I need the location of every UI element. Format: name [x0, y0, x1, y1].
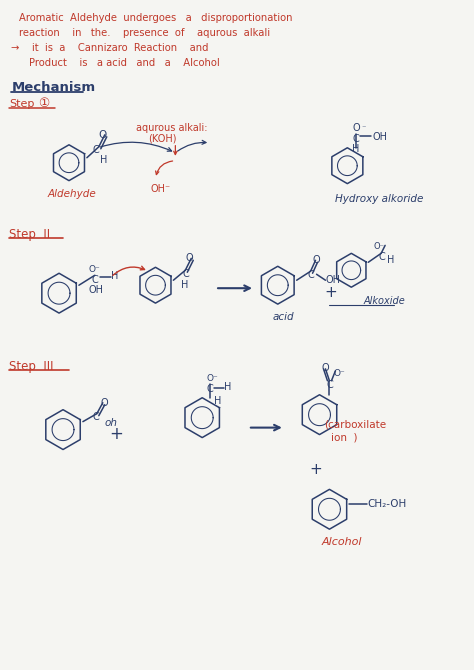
Text: (KOH): (KOH) — [148, 134, 177, 144]
Text: O: O — [321, 363, 329, 373]
Text: aqurous alkali:: aqurous alkali: — [136, 123, 207, 133]
Text: C: C — [308, 270, 314, 280]
Text: H: H — [182, 280, 189, 290]
Text: →    it  is  a    Cannizaro  Reaction    and: → it is a Cannizaro Reaction and — [11, 43, 209, 53]
Text: C: C — [93, 411, 100, 421]
Text: O: O — [312, 255, 320, 265]
Text: +: + — [109, 425, 123, 443]
Text: H: H — [111, 271, 118, 281]
Text: Hydroxy alkoride: Hydroxy alkoride — [336, 194, 424, 204]
Text: OH⁻: OH⁻ — [151, 184, 171, 194]
Text: O: O — [101, 398, 109, 408]
Text: Alkoxide: Alkoxide — [363, 296, 405, 306]
Text: O⁻: O⁻ — [206, 374, 218, 383]
Text: oh: oh — [105, 417, 118, 427]
Text: O⁻: O⁻ — [89, 265, 100, 274]
Text: Step  III: Step III — [9, 360, 54, 373]
Text: Step  II: Step II — [9, 228, 50, 241]
Text: OH: OH — [89, 285, 104, 295]
Text: acid: acid — [273, 312, 294, 322]
Text: +: + — [310, 462, 322, 478]
Text: Step: Step — [9, 99, 35, 109]
Text: C: C — [92, 275, 99, 285]
Text: H: H — [100, 155, 107, 165]
Text: Aromatic  Aldehyde  undergoes   a   disproportionation: Aromatic Aldehyde undergoes a disproport… — [19, 13, 293, 23]
Text: O⁻: O⁻ — [373, 243, 384, 251]
Text: OH: OH — [326, 275, 340, 285]
Text: +: + — [325, 285, 337, 300]
Text: C: C — [206, 384, 213, 394]
Text: O⁻: O⁻ — [333, 369, 345, 378]
Text: Mechanism: Mechanism — [11, 81, 95, 94]
Text: C: C — [352, 134, 359, 144]
Text: Aldehyde: Aldehyde — [47, 189, 96, 198]
Text: H: H — [214, 396, 221, 406]
Text: O: O — [352, 123, 360, 133]
Text: H: H — [387, 255, 394, 265]
Text: CH₂-OH: CH₂-OH — [367, 499, 407, 509]
Text: O: O — [99, 130, 107, 140]
Text: O: O — [185, 253, 193, 263]
Text: Product    is   a acid   and   a    Alcohol: Product is a acid and a Alcohol — [29, 58, 220, 68]
Text: C: C — [327, 380, 333, 390]
Text: C: C — [92, 145, 99, 155]
Text: C: C — [378, 253, 385, 263]
Text: OH: OH — [372, 132, 387, 142]
Text: ①: ① — [38, 97, 49, 110]
Text: H: H — [224, 382, 231, 392]
Text: (carboxilate: (carboxilate — [325, 419, 387, 429]
Text: ⁻: ⁻ — [361, 123, 365, 132]
Text: C: C — [182, 269, 189, 279]
Text: H: H — [352, 144, 360, 154]
Text: reaction    in   the.    presence  of    aqurous  alkali: reaction in the. presence of aqurous alk… — [19, 28, 270, 38]
Text: Alcohol: Alcohol — [321, 537, 362, 547]
Text: ion  ): ion ) — [331, 433, 358, 443]
